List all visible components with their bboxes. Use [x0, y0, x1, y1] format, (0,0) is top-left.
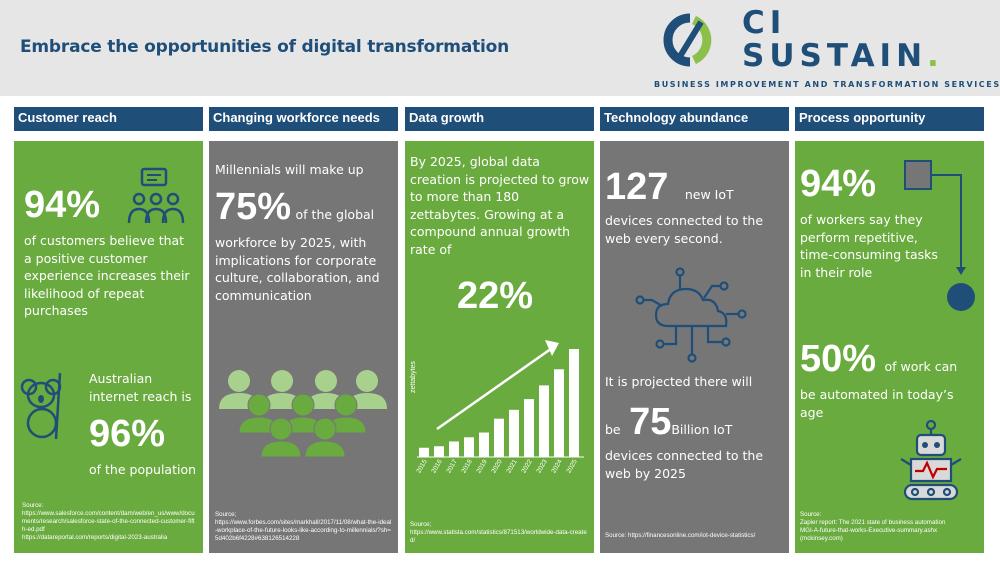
- presentation-audience-icon: [127, 167, 185, 224]
- chart-bar-2019: [479, 432, 489, 457]
- koala-icon: [20, 372, 62, 440]
- cloud-network-icon: [635, 267, 747, 363]
- chart-bar-2022: [524, 399, 534, 457]
- chart-bar-2023: [539, 385, 549, 457]
- robot-icon: [900, 419, 962, 501]
- chart-tick-label: 2022: [520, 458, 533, 474]
- chart-tick-label: 2020: [490, 458, 503, 474]
- page-title: Embrace the opportunities of digital tra…: [20, 37, 510, 57]
- process-flow-icon: [904, 160, 975, 311]
- automation-text: be automated in today’s age: [800, 387, 954, 420]
- chart-tick-label: 2023: [535, 458, 548, 474]
- column-header-workforce: Changing workforce needs: [209, 107, 398, 134]
- panel-workforce: Millennials will make up 75% of the glob…: [209, 141, 398, 553]
- iot-per-second-text: devices connected to the web every secon…: [605, 213, 764, 246]
- data-growth-description: By 2025, global data creation is project…: [410, 154, 590, 257]
- column-header-data-growth: Data growth: [405, 107, 594, 134]
- column-header-technology: Technology abundance: [600, 107, 789, 134]
- stat-automatable-suffix: of work can: [884, 359, 958, 374]
- chart-bar-2025: [569, 349, 579, 457]
- chart-bar-2017: [449, 441, 459, 457]
- projection-intro: It is projected there will: [605, 374, 753, 389]
- repetitive-tasks-text: of workers say they perform repetitive, …: [800, 212, 938, 280]
- logo-text-ci: CI: [742, 5, 787, 41]
- chart-tick-label: 2015: [415, 458, 428, 474]
- population-text: of the population: [89, 462, 197, 477]
- chart-tick-label: 2016: [430, 458, 443, 474]
- panel-process: 94% of workers say they perform repetiti…: [795, 141, 984, 553]
- header-bar: [0, 0, 1000, 96]
- chart-tick-label: 2025: [565, 458, 578, 474]
- customers-description: of customers believe that a positive cus…: [24, 233, 190, 318]
- iot-2025-text: devices connected to the web by 2025: [605, 448, 764, 481]
- stat-millennials-suffix: of the global: [295, 207, 375, 222]
- people-group-icon: [219, 370, 387, 458]
- chart-tick-label: 2024: [550, 458, 563, 474]
- source-technology: Source: https://financesonline.com/iot-d…: [605, 532, 756, 539]
- chart-tick-label: 2017: [445, 458, 458, 474]
- logo-text-sustain: SUSTAIN.: [742, 38, 944, 74]
- growth-arrowhead: [545, 340, 559, 356]
- iot-stat-line: 127 new IoT: [605, 168, 734, 206]
- chart-tick-label: 2019: [475, 458, 488, 474]
- workforce-stat-line: 75% of the global: [215, 188, 374, 226]
- chart-bar-2016: [434, 446, 444, 457]
- chart-bar-2020: [494, 418, 504, 457]
- millennials-intro: Millennials will make up: [215, 162, 364, 177]
- ci-logo-icon: [663, 13, 712, 67]
- chart-tick-label: 2018: [460, 458, 473, 474]
- chart-y-label: zettabytes: [410, 361, 417, 393]
- logo-tagline: BUSINESS IMPROVEMENT AND TRANSFORMATION …: [654, 80, 1000, 89]
- internet-reach-intro: Australian internet reach is: [89, 371, 192, 404]
- chart-tick-label: 2021: [505, 458, 518, 474]
- stat-millennials-percent: 75%: [215, 186, 292, 228]
- be-text: be: [605, 422, 621, 437]
- panel-customer-reach: 94% of customers believe that a positive…: [14, 141, 203, 553]
- chart-bar-2018: [464, 437, 474, 457]
- stat-iot-billion-suffix: Billion IoT: [671, 422, 733, 437]
- column-header-process: Process opportunity: [795, 107, 984, 134]
- column-header-customer-reach: Customer reach: [14, 107, 203, 134]
- stat-iot-suffix: new IoT: [684, 187, 734, 202]
- panel-technology: 127 new IoT devices connected to the web…: [600, 141, 789, 553]
- chart-bar-2015: [419, 447, 429, 457]
- source-process: Source: Zapier report: The 2021 state of…: [800, 511, 946, 542]
- stat-internet-reach: 96%: [89, 413, 166, 455]
- source-customer-reach: Source: https://www.salesforce.com/conte…: [22, 502, 195, 541]
- stat-iot-per-second: 127: [605, 166, 669, 208]
- chart-bar-2021: [509, 409, 519, 457]
- source-workforce: Source; https://www.forbes.com/sites/mar…: [215, 511, 392, 542]
- stat-customers-percent: 94%: [24, 184, 101, 226]
- stat-repetitive-tasks: 94%: [800, 163, 877, 205]
- panel-data-growth: By 2025, global data creation is project…: [405, 141, 594, 553]
- data-growth-chart: zettabytes 2015 2016 2017 2018 2019 2020 2021 2…: [410, 340, 584, 475]
- stat-iot-billion: 75: [629, 401, 672, 443]
- automation-stat-line: 50% of work can: [800, 340, 957, 378]
- stat-automatable-work: 50%: [800, 338, 877, 380]
- iot-2025-stat-line: be 75Billion IoT: [605, 403, 732, 441]
- workforce-description: workforce by 2025, with implications for…: [215, 235, 380, 303]
- chart-bar-2024: [554, 369, 564, 457]
- source-data-growth: Source; https://www.statista.com/statist…: [410, 521, 587, 544]
- growth-arrow-icon: [436, 344, 556, 431]
- stat-growth-rate: 22%: [457, 275, 534, 317]
